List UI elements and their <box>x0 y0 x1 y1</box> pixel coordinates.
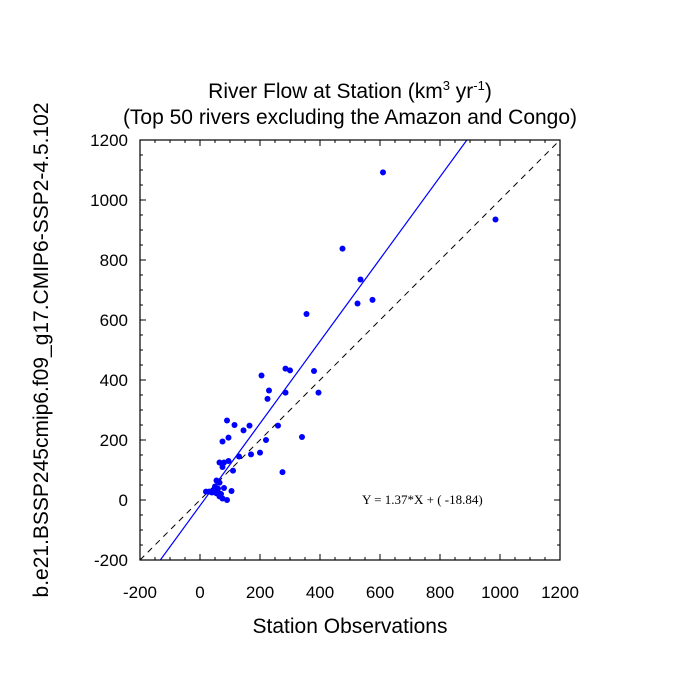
data-point <box>369 296 376 303</box>
data-point <box>216 459 223 466</box>
data-points <box>203 169 499 503</box>
data-point <box>224 417 230 424</box>
data-point <box>282 365 289 372</box>
data-point <box>224 497 230 503</box>
data-point <box>206 488 212 495</box>
data-point <box>492 216 499 223</box>
x-tick-label: 800 <box>426 583 454 602</box>
data-point <box>219 438 226 445</box>
x-tick-label: 200 <box>246 583 274 602</box>
data-point <box>275 422 281 429</box>
data-point <box>210 488 217 494</box>
data-point <box>225 434 232 441</box>
fit-equation-label: Y = 1.37*X + ( -18.84) <box>362 492 483 507</box>
data-point <box>230 467 236 474</box>
data-point <box>221 485 227 491</box>
data-point <box>246 422 253 429</box>
y-tick-label: 200 <box>100 431 128 450</box>
data-point <box>219 464 226 470</box>
y-tick-label: 1000 <box>90 191 128 210</box>
data-point <box>311 368 317 374</box>
chart-title-line2: (Top 50 rivers excluding the Amazon and … <box>123 106 577 129</box>
x-tick-label: 400 <box>306 583 334 602</box>
data-point <box>263 437 269 443</box>
data-point <box>258 372 265 379</box>
one-to-one-line <box>139 139 561 561</box>
y-tick-labels: -200 0 200 400 600 800 1000 1200 <box>90 131 128 570</box>
data-point <box>380 169 386 176</box>
x-tick-label: 0 <box>195 583 204 602</box>
data-point <box>264 395 271 402</box>
x-tick-labels: -200 0 200 400 600 800 1000 1200 <box>123 583 579 602</box>
data-point <box>357 276 364 283</box>
data-point <box>303 311 310 317</box>
axis-ticks <box>139 139 561 561</box>
data-point <box>248 451 254 458</box>
data-point <box>287 367 293 374</box>
y-tick-label: 800 <box>100 251 128 270</box>
y-axis-label: b.e21.BSSP245cmip6.f09_g17.CMIP6-SSP2-4.… <box>30 103 53 598</box>
data-point <box>282 389 289 396</box>
data-point <box>339 245 346 252</box>
data-point <box>231 422 238 428</box>
x-tick-label: 600 <box>366 583 394 602</box>
data-point <box>299 434 305 440</box>
x-tick-label: 1000 <box>481 583 519 602</box>
chart-title-line1: River Flow at Station (km3 yr-1) <box>208 78 492 103</box>
data-point <box>266 387 272 394</box>
data-point <box>354 300 361 307</box>
data-point <box>225 458 232 464</box>
x-tick-label: 1200 <box>541 583 579 602</box>
data-point <box>240 427 247 434</box>
y-tick-label: 600 <box>100 311 128 330</box>
x-tick-label: -200 <box>123 583 157 602</box>
data-point <box>315 389 322 396</box>
x-axis-label: Station Observations <box>253 615 448 638</box>
data-point <box>216 479 223 486</box>
data-point <box>216 493 223 500</box>
data-point <box>228 488 235 494</box>
data-point <box>279 469 286 476</box>
y-tick-label: 0 <box>119 491 128 510</box>
y-tick-label: 400 <box>100 371 128 390</box>
y-tick-label: 1200 <box>90 131 128 150</box>
data-point <box>236 453 242 460</box>
reference-line-layer <box>139 139 561 561</box>
y-tick-label: -200 <box>94 551 128 570</box>
data-point <box>257 449 263 456</box>
